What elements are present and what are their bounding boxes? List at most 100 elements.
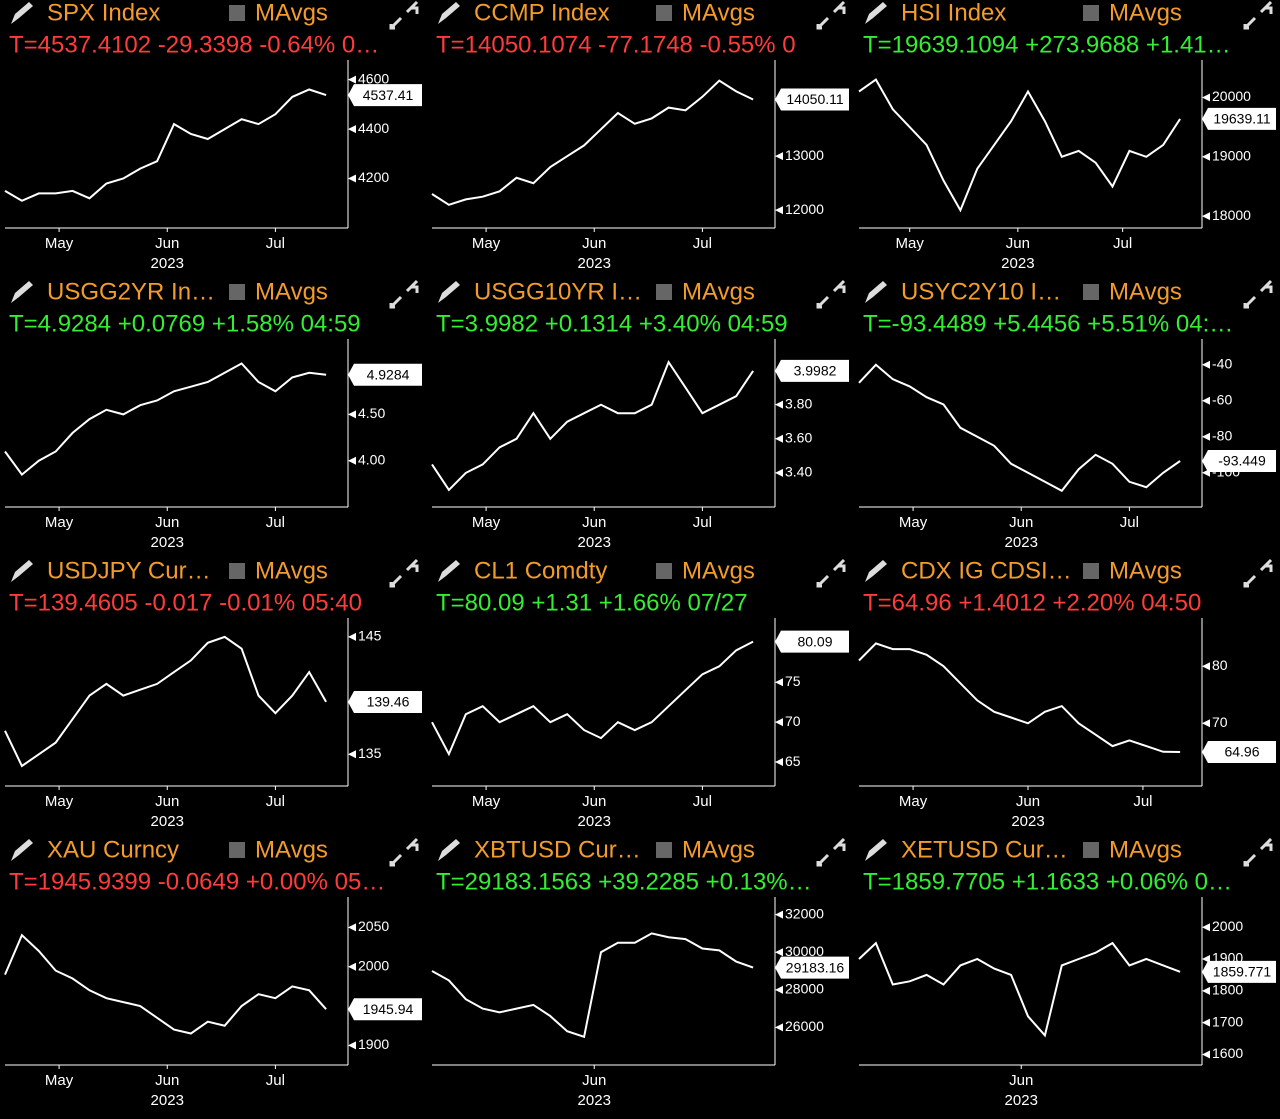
edit-icon[interactable]: [11, 560, 33, 582]
y-tick-label: 30000: [785, 943, 824, 959]
last-price-box: [1202, 960, 1276, 983]
y-tick-label: 4.50: [358, 405, 385, 421]
last-price-label: 3.9982: [794, 363, 837, 379]
chart-title: XAU Curncy: [47, 836, 179, 863]
chart-title: USGG2YR In…: [47, 278, 215, 305]
chart-title: SPX Index: [47, 0, 160, 26]
chart-panel: CCMP Index MAvgs T=14050.1074 -77.1748 -0.…: [431, 0, 849, 272]
header: CDX IG CDSI… MAvgs T=64.96 +1.4012 +2.20% …: [863, 558, 1273, 616]
price-line: [4, 635, 327, 768]
legend-box[interactable]: [656, 284, 672, 300]
last-price-label: 29183.16: [786, 959, 845, 975]
legend-box[interactable]: [229, 842, 245, 858]
expand-icon[interactable]: [389, 0, 419, 30]
expand-icon[interactable]: [1243, 558, 1273, 588]
x-axis-label: 2023: [1011, 813, 1044, 830]
chart-panel: XAU Curncy MAvgs T=1945.9399 -0.0649 +0.00…: [4, 836, 422, 1109]
x-tick-label: Jul: [266, 793, 285, 810]
edit-icon[interactable]: [865, 560, 887, 582]
legend-box[interactable]: [229, 5, 245, 21]
edit-icon[interactable]: [865, 281, 887, 303]
last-price-box: [775, 630, 849, 653]
legend-box[interactable]: [1083, 563, 1099, 579]
edit-icon[interactable]: [865, 2, 887, 24]
expand-icon[interactable]: [389, 558, 419, 588]
x-tick-label: May: [896, 235, 925, 252]
edit-icon[interactable]: [438, 281, 460, 303]
y-tick: [775, 758, 783, 767]
x-axis-label: 2023: [578, 534, 611, 551]
chart-title: USDJPY Cur…: [47, 557, 211, 584]
legend-label: MAvgs: [682, 0, 755, 26]
edit-icon[interactable]: [11, 281, 33, 303]
expand-icon[interactable]: [389, 837, 419, 867]
y-tick: [775, 400, 783, 409]
y-tick-label: 26000: [785, 1018, 824, 1034]
y-tick: [348, 1041, 356, 1050]
legend-box[interactable]: [1083, 842, 1099, 858]
y-tick-label: 70: [1212, 714, 1228, 730]
expand-icon[interactable]: [816, 279, 846, 309]
chart-panel: HSI Index MAvgs T=19639.1094 +273.9688 +1.…: [858, 0, 1276, 272]
edit-icon[interactable]: [11, 839, 33, 861]
expand-icon[interactable]: [1243, 0, 1273, 30]
legend-label: MAvgs: [255, 0, 328, 26]
edit-icon[interactable]: [438, 839, 460, 861]
edit-icon[interactable]: [11, 2, 33, 24]
y-tick-label: 2050: [358, 918, 389, 934]
header: XAU Curncy MAvgs T=1945.9399 -0.0649 +0.00…: [9, 836, 419, 895]
header: SPX Index MAvgs T=4537.4102 -29.3398 -0.64…: [9, 0, 419, 58]
header: CL1 Comdty MAvgs T=80.09 +1.31 +1.66% 07/2…: [436, 557, 846, 616]
edit-icon[interactable]: [438, 560, 460, 582]
quote-line: T=29183.1563 +39.2285 +0.13%…: [436, 868, 812, 895]
x-tick-label: May: [899, 514, 928, 531]
x-tick-label: Jul: [693, 793, 712, 810]
x-tick-label: May: [45, 235, 74, 252]
edit-icon[interactable]: [438, 2, 460, 24]
y-tick: [1202, 360, 1210, 369]
legend-box[interactable]: [229, 563, 245, 579]
header: USGG10YR I… MAvgs T=3.9982 +0.1314 +3.40% …: [436, 279, 846, 337]
y-tick-label: 20000: [1212, 88, 1251, 104]
edit-icon[interactable]: [865, 839, 887, 861]
x-tick-label: May: [472, 235, 501, 252]
expand-icon[interactable]: [1243, 837, 1273, 867]
y-tick-label: -80: [1212, 428, 1232, 444]
last-price-label: 4537.41: [363, 87, 414, 103]
legend-box[interactable]: [656, 5, 672, 21]
expand-icon[interactable]: [816, 0, 846, 30]
y-tick: [1202, 152, 1210, 161]
last-price-tag: 80.09: [775, 630, 849, 653]
chart-panel: SPX Index MAvgs T=4537.4102 -29.3398 -0.64…: [4, 0, 422, 272]
header: HSI Index MAvgs T=19639.1094 +273.9688 +1.…: [863, 0, 1273, 58]
last-price-label: 139.46: [367, 694, 410, 710]
x-tick-label: Jul: [266, 235, 285, 252]
last-price-label: 4.9284: [367, 366, 410, 382]
y-tick-label: 75: [785, 673, 801, 689]
y-tick: [775, 718, 783, 727]
x-tick-label: Jun: [582, 235, 606, 252]
expand-icon[interactable]: [1243, 279, 1273, 309]
legend-box[interactable]: [1083, 5, 1099, 21]
legend-box[interactable]: [229, 284, 245, 300]
expand-icon[interactable]: [389, 279, 419, 309]
legend-box[interactable]: [656, 563, 672, 579]
y-tick-label: -40: [1212, 356, 1232, 372]
legend-box[interactable]: [1083, 284, 1099, 300]
last-price-box: [1202, 741, 1276, 764]
expand-icon[interactable]: [816, 837, 846, 867]
legend-label: MAvgs: [682, 557, 755, 584]
price-line: [431, 932, 754, 1039]
y-tick-label: 4400: [358, 120, 389, 136]
last-price-box: [775, 359, 849, 382]
y-tick: [1202, 396, 1210, 405]
x-tick-label: Jun: [155, 514, 179, 531]
legend-box[interactable]: [656, 842, 672, 858]
x-tick-label: May: [45, 793, 74, 810]
x-tick-label: May: [472, 514, 501, 531]
expand-icon[interactable]: [816, 558, 846, 588]
last-price-box: [775, 88, 849, 111]
legend-label: MAvgs: [255, 836, 328, 863]
y-tick: [348, 75, 356, 84]
